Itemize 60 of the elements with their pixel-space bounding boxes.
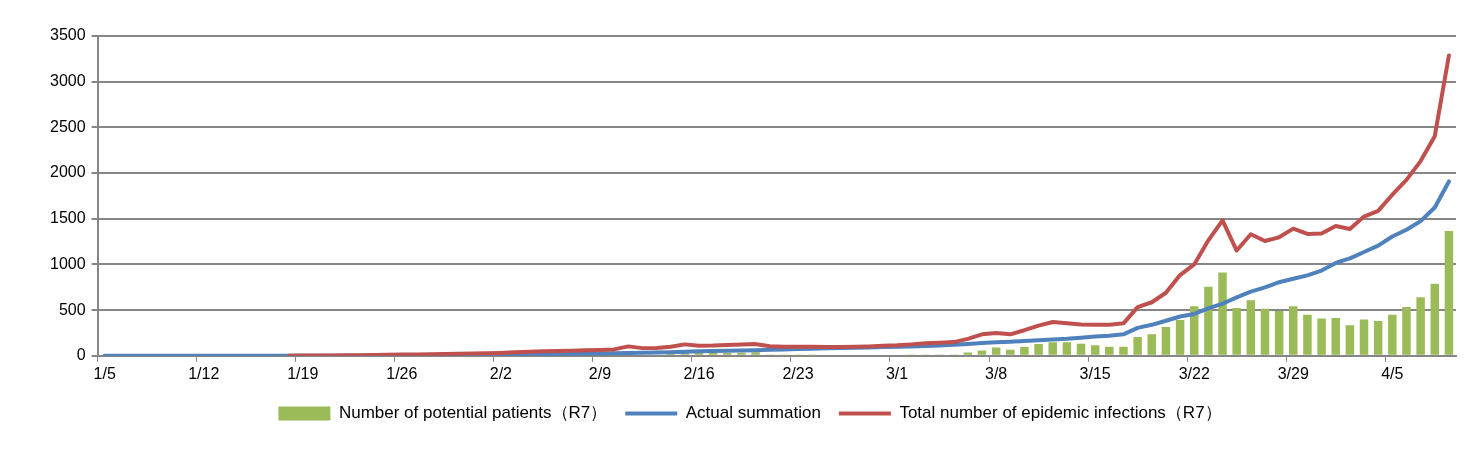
- bar: [1133, 336, 1142, 355]
- bar: [1345, 325, 1355, 355]
- x-tick-label: 3/1: [885, 364, 909, 382]
- bar: [1204, 286, 1213, 355]
- legend-label: Total number of epidemic infections（R7）: [899, 403, 1222, 423]
- bar: [1076, 343, 1086, 355]
- bar: [1048, 342, 1057, 355]
- bar: [1105, 346, 1114, 355]
- x-tick-label: 3/22: [1178, 364, 1210, 382]
- y-tick-label: 2500: [50, 117, 86, 135]
- y-tick-label: 0: [76, 346, 86, 364]
- bar: [1331, 318, 1340, 355]
- bar: [751, 352, 760, 355]
- bar: [1161, 327, 1171, 355]
- bar: [1416, 297, 1425, 355]
- x-tick-label: 1/26: [386, 364, 418, 382]
- bar: [737, 352, 746, 355]
- bar: [991, 347, 1001, 355]
- x-tick-label: 2/16: [683, 364, 715, 382]
- bar: [1147, 334, 1157, 355]
- y-tick-label: 1500: [50, 209, 86, 227]
- legend-label: Number of potential patients（R7）: [338, 403, 608, 423]
- bar: [1006, 349, 1015, 355]
- bar: [1090, 345, 1100, 355]
- bar: [1402, 307, 1411, 355]
- bar: [963, 352, 973, 355]
- bar: [1119, 346, 1128, 355]
- bar: [1246, 300, 1256, 355]
- bar: [1303, 314, 1312, 355]
- bar: [1175, 319, 1185, 355]
- x-tick-label: 2/2: [489, 364, 513, 382]
- bar: [1062, 342, 1072, 355]
- bar: [1444, 230, 1454, 355]
- x-tick-label: 3/8: [985, 364, 1008, 382]
- bar: [1020, 347, 1029, 355]
- bar: [1274, 310, 1284, 355]
- bar: [1034, 344, 1043, 355]
- bar: [1289, 306, 1298, 355]
- x-tick-label: 2/9: [588, 364, 612, 382]
- x-tick-label: 1/5: [93, 364, 116, 382]
- x-tick-label: 2/23: [782, 364, 814, 382]
- bar: [1373, 321, 1383, 355]
- y-tick-label: 3000: [50, 72, 86, 90]
- x-tick-label: 4/5: [1381, 364, 1404, 382]
- y-tick-label: 3500: [50, 26, 86, 44]
- y-tick-label: 1000: [50, 254, 86, 272]
- x-tick-label: 1/19: [287, 364, 319, 382]
- x-tick-label: 3/15: [1079, 364, 1111, 382]
- x-tick-label: 1/12: [188, 364, 220, 382]
- bar: [1388, 314, 1397, 355]
- bar: [1232, 307, 1241, 355]
- bar: [1359, 319, 1369, 355]
- y-tick-label: 2000: [50, 163, 86, 181]
- x-tick-label: 3/29: [1277, 364, 1309, 382]
- legend-label: Actual summation: [685, 403, 821, 423]
- bar: [1317, 318, 1326, 355]
- bar: [1430, 283, 1440, 355]
- bar: [1218, 272, 1227, 355]
- y-tick-label: 500: [58, 300, 86, 318]
- bar: [1260, 308, 1270, 355]
